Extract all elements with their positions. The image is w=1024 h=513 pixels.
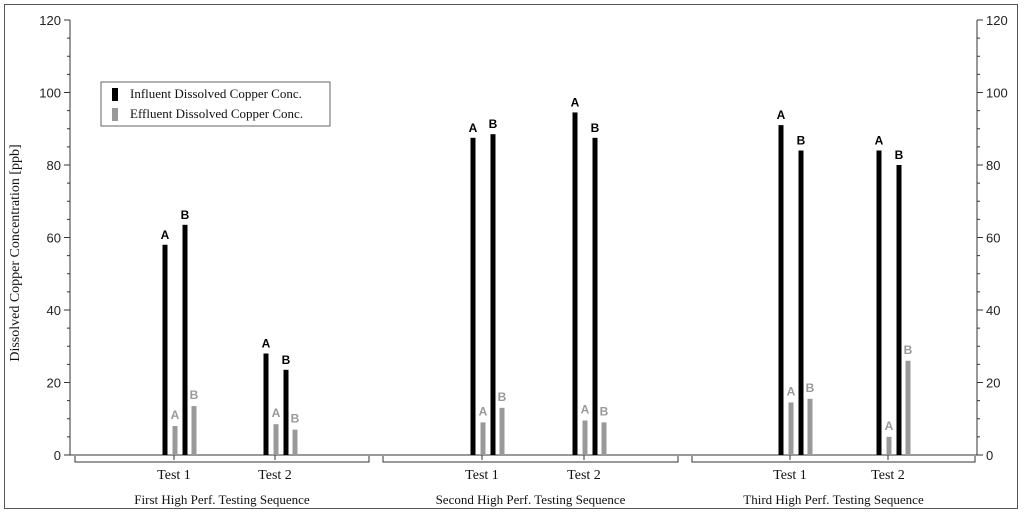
bar-influent xyxy=(470,137,476,455)
bar-label-influent: A xyxy=(161,228,170,242)
bar-label-effluent: A xyxy=(787,384,796,398)
axes: 0 0 20 20 40 40 60 60 80 80 100 100 120 120 First High… xyxy=(39,13,1007,507)
legend-label-effluent: Effluent Dissolved Copper Conc. xyxy=(130,106,303,121)
bar-label-influent: A xyxy=(571,95,580,109)
bar-label-effluent: A xyxy=(171,408,180,422)
bar-effluent xyxy=(480,422,486,455)
bar-effluent xyxy=(807,398,813,455)
bar-label-influent: B xyxy=(489,117,498,131)
y-tick-label-left: 0 xyxy=(54,448,61,463)
test-label: Test 2 xyxy=(258,468,292,483)
y-tick-label-left: 100 xyxy=(39,86,61,101)
test-label: Test 2 xyxy=(871,468,905,483)
y-tick-label-left: 60 xyxy=(47,231,61,246)
bar-effluent xyxy=(601,422,607,455)
y-tick-label-right: 20 xyxy=(986,376,1000,391)
bar-influent xyxy=(162,244,168,455)
bar-label-effluent: A xyxy=(885,419,894,433)
test-label: Test 1 xyxy=(465,468,499,483)
bar-influent xyxy=(778,125,784,455)
bar-effluent xyxy=(886,436,892,455)
group-label: Second High Perf. Testing Sequence xyxy=(436,492,626,507)
bar-effluent xyxy=(273,424,279,455)
bar-effluent xyxy=(788,402,794,455)
chart-frame xyxy=(4,4,1018,509)
bar-influent xyxy=(798,150,804,455)
bar-effluent xyxy=(172,426,178,455)
bar-label-influent: B xyxy=(895,148,904,162)
bar-label-effluent: B xyxy=(806,381,815,395)
bar-influent xyxy=(490,134,496,455)
bar-effluent xyxy=(499,407,505,455)
group-label: First High Perf. Testing Sequence xyxy=(134,492,310,507)
bar-effluent xyxy=(582,420,588,455)
legend-swatch-influent xyxy=(112,88,118,101)
bar-label-influent: A xyxy=(469,121,478,135)
group-bracket xyxy=(691,456,976,463)
y-tick-label-right: 100 xyxy=(986,86,1008,101)
bar-influent xyxy=(896,165,902,455)
y-tick-label-left: 120 xyxy=(39,13,61,28)
bar-label-effluent: B xyxy=(904,343,913,357)
y-tick-label-left: 40 xyxy=(47,303,61,318)
bar-label-effluent: B xyxy=(498,390,507,404)
legend: Influent Dissolved Copper Conc. Effluent… xyxy=(100,81,331,127)
bar-label-effluent: A xyxy=(581,403,590,417)
bar-label-effluent: B xyxy=(600,404,609,418)
bars xyxy=(162,112,911,455)
group-bracket xyxy=(382,456,679,463)
bar-influent xyxy=(182,224,188,455)
bar-influent xyxy=(876,150,882,455)
bar-influent xyxy=(283,369,289,455)
bar-label-influent: A xyxy=(262,337,271,351)
y-tick-label-right: 0 xyxy=(986,448,993,463)
group-label: Third High Perf. Testing Sequence xyxy=(743,492,924,507)
y-tick-label-right: 80 xyxy=(986,158,1000,173)
bar-label-influent: B xyxy=(797,134,806,148)
bar-label-effluent: B xyxy=(190,388,199,402)
test-label: Test 1 xyxy=(773,468,807,483)
test-label: Test 2 xyxy=(567,468,601,483)
bar-influent xyxy=(592,137,598,455)
bar-effluent xyxy=(292,429,298,455)
test-label: Test 1 xyxy=(157,468,191,483)
bar-label-effluent: A xyxy=(479,404,488,418)
legend-box xyxy=(100,81,331,127)
bar-effluent xyxy=(191,406,197,455)
legend-swatch-effluent xyxy=(112,108,118,121)
bar-label-effluent: B xyxy=(291,412,300,426)
bar-label-influent: B xyxy=(181,208,190,222)
legend-label-influent: Influent Dissolved Copper Conc. xyxy=(130,86,302,101)
y-tick-label-right: 120 xyxy=(986,13,1008,28)
y-axis-label: Dissolved Copper Concentration [ppb] xyxy=(8,144,23,361)
y-tick-label-right: 40 xyxy=(986,303,1000,318)
group-bracket xyxy=(74,456,370,463)
bar-label-influent: A xyxy=(875,134,884,148)
bar-label-effluent: A xyxy=(272,406,281,420)
y-tick-label-left: 20 xyxy=(47,376,61,391)
bar-effluent xyxy=(905,360,911,455)
bar-label-influent: A xyxy=(777,108,786,122)
bar-influent xyxy=(572,112,578,455)
y-tick-label-left: 80 xyxy=(47,158,61,173)
bar-label-influent: B xyxy=(282,353,291,367)
bar-label-influent: B xyxy=(591,121,600,135)
y-tick-label-right: 60 xyxy=(986,231,1000,246)
bar-influent xyxy=(263,353,269,455)
